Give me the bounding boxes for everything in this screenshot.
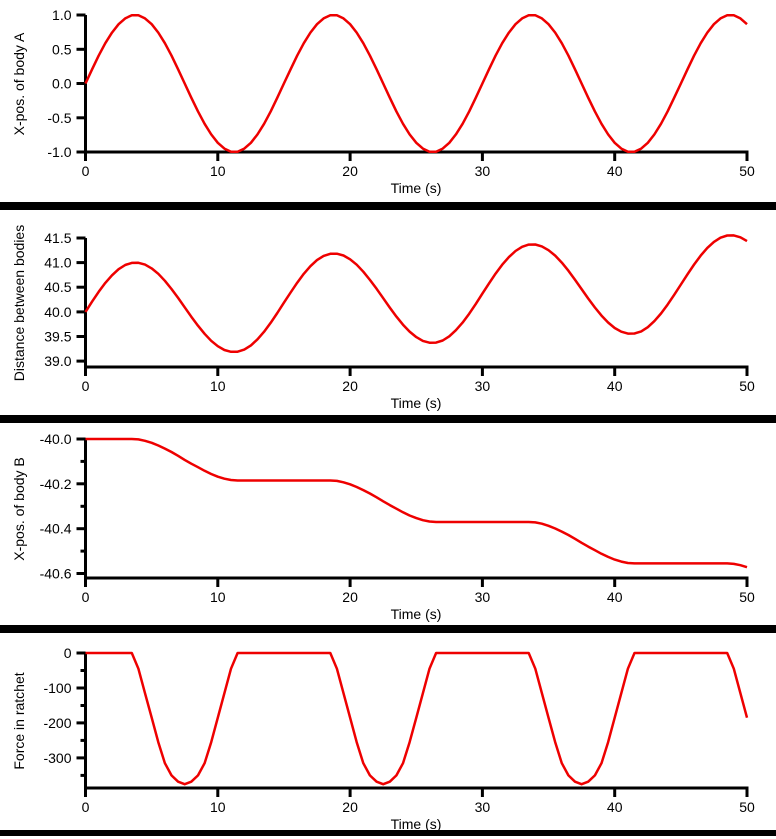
tick-labels: 41.5 41.0 40.5 40.0 39.5 39.0 0 10 20 30 40 50 bbox=[44, 230, 755, 394]
y-tick-label: -100 bbox=[43, 680, 71, 696]
x-tick-label: 40 bbox=[607, 589, 623, 605]
x-tick-label: 50 bbox=[739, 589, 755, 605]
separator-bar bbox=[0, 830, 776, 836]
x-tick-label: 20 bbox=[342, 799, 358, 815]
x-tick-label: 20 bbox=[342, 378, 358, 394]
y-tick-label: -1.0 bbox=[47, 144, 71, 160]
x-tick-label: 0 bbox=[82, 589, 90, 605]
tick-marks bbox=[76, 437, 749, 587]
x-tick-label: 30 bbox=[475, 163, 491, 179]
x-tick-label: 50 bbox=[739, 378, 755, 394]
y-tick-label: -40.6 bbox=[40, 566, 72, 582]
x-tick-label: 10 bbox=[210, 799, 226, 815]
x-tick-label: 50 bbox=[739, 163, 755, 179]
y-tick-label: 39.5 bbox=[44, 328, 71, 344]
y-tick-label: -40.4 bbox=[40, 521, 72, 537]
y-tick-label: -200 bbox=[43, 715, 71, 731]
tick-labels: 1.0 0.5 0.0 -0.5 -1.0 0 10 20 30 40 50 bbox=[47, 7, 755, 179]
x-tick-label: 40 bbox=[607, 799, 623, 815]
panel-xpos-body-a: 1.0 0.5 0.0 -0.5 -1.0 0 10 20 30 40 50 X-pos. of b… bbox=[0, 0, 776, 202]
panel-xpos-body-b: -40.0 -40.2 -40.4 -40.6 0 10 20 30 40 50 X-pos. o… bbox=[0, 423, 776, 625]
tick-labels: -40.0 -40.2 -40.4 -40.6 0 10 20 30 40 50 bbox=[40, 431, 755, 605]
axis-line bbox=[84, 653, 749, 790]
y-tick-label: 40.0 bbox=[44, 304, 71, 320]
separator-bar bbox=[0, 415, 776, 423]
separator-bar bbox=[0, 625, 776, 633]
x-axis-label: Time (s) bbox=[391, 606, 442, 622]
y-axis-label: X-pos. of body A bbox=[11, 32, 27, 135]
axes bbox=[84, 653, 749, 790]
series-line bbox=[84, 14, 748, 153]
chart-distance-between-bodies: 41.5 41.0 40.5 40.0 39.5 39.0 0 10 20 30 40 50 Dist… bbox=[11, 225, 755, 411]
y-tick-label: 1.0 bbox=[52, 7, 72, 23]
x-tick-label: 30 bbox=[475, 589, 491, 605]
x-tick-label: 10 bbox=[210, 589, 226, 605]
x-axis-label: Time (s) bbox=[391, 816, 442, 830]
x-axis-label: Time (s) bbox=[391, 180, 442, 196]
y-tick-label: -0.5 bbox=[47, 110, 71, 126]
y-axis-label: Force in ratchet bbox=[11, 672, 27, 769]
y-tick-label: -40.0 bbox=[40, 431, 72, 447]
tick-marks bbox=[76, 651, 749, 797]
bottom-gap bbox=[0, 836, 776, 839]
x-tick-label: 0 bbox=[82, 163, 90, 179]
x-tick-label: 20 bbox=[342, 589, 358, 605]
x-tick-label: 0 bbox=[82, 378, 90, 394]
series-line bbox=[85, 437, 748, 569]
y-tick-label: -40.2 bbox=[40, 476, 72, 492]
series-line bbox=[84, 234, 748, 354]
y-tick-label: 39.0 bbox=[44, 353, 71, 369]
chart-force-in-ratchet: 0 -100 -200 -300 0 10 20 30 40 50 Force in ratche… bbox=[11, 645, 755, 830]
x-tick-label: 50 bbox=[739, 799, 755, 815]
chart-xpos-body-b: -40.0 -40.2 -40.4 -40.6 0 10 20 30 40 50 X-pos. o… bbox=[11, 431, 755, 622]
chart-xpos-body-a: 1.0 0.5 0.0 -0.5 -1.0 0 10 20 30 40 50 X-pos. of b… bbox=[11, 7, 755, 196]
separator-bar bbox=[0, 202, 776, 210]
x-tick-label: 40 bbox=[607, 378, 623, 394]
x-tick-label: 30 bbox=[475, 799, 491, 815]
tick-marks bbox=[76, 236, 749, 376]
axes bbox=[84, 238, 749, 369]
y-tick-label: 0 bbox=[64, 645, 72, 661]
x-tick-label: 40 bbox=[607, 163, 623, 179]
x-axis-label: Time (s) bbox=[391, 395, 442, 411]
x-tick-label: 0 bbox=[82, 799, 90, 815]
y-tick-label: 41.5 bbox=[44, 230, 71, 246]
y-tick-label: -300 bbox=[43, 750, 71, 766]
panel-distance-between-bodies: 41.5 41.0 40.5 40.0 39.5 39.0 0 10 20 30 40 50 Dist… bbox=[0, 210, 776, 415]
x-tick-label: 10 bbox=[210, 378, 226, 394]
tick-marks bbox=[76, 13, 749, 161]
y-tick-label: 40.5 bbox=[44, 279, 71, 295]
y-axis-label: Distance between bodies bbox=[11, 225, 27, 381]
axis-line bbox=[84, 238, 749, 369]
panel-force-in-ratchet: 0 -100 -200 -300 0 10 20 30 40 50 Force in ratche… bbox=[0, 633, 776, 830]
tick-labels: 0 -100 -200 -300 0 10 20 30 40 50 bbox=[43, 645, 755, 815]
series-line bbox=[85, 651, 749, 786]
x-tick-label: 20 bbox=[342, 163, 358, 179]
y-tick-label: 41.0 bbox=[44, 255, 71, 271]
y-tick-label: 0.0 bbox=[52, 76, 72, 92]
x-tick-label: 30 bbox=[475, 378, 491, 394]
y-tick-label: 0.5 bbox=[52, 41, 72, 57]
x-tick-label: 10 bbox=[210, 163, 226, 179]
y-axis-label: X-pos. of body B bbox=[11, 457, 27, 561]
